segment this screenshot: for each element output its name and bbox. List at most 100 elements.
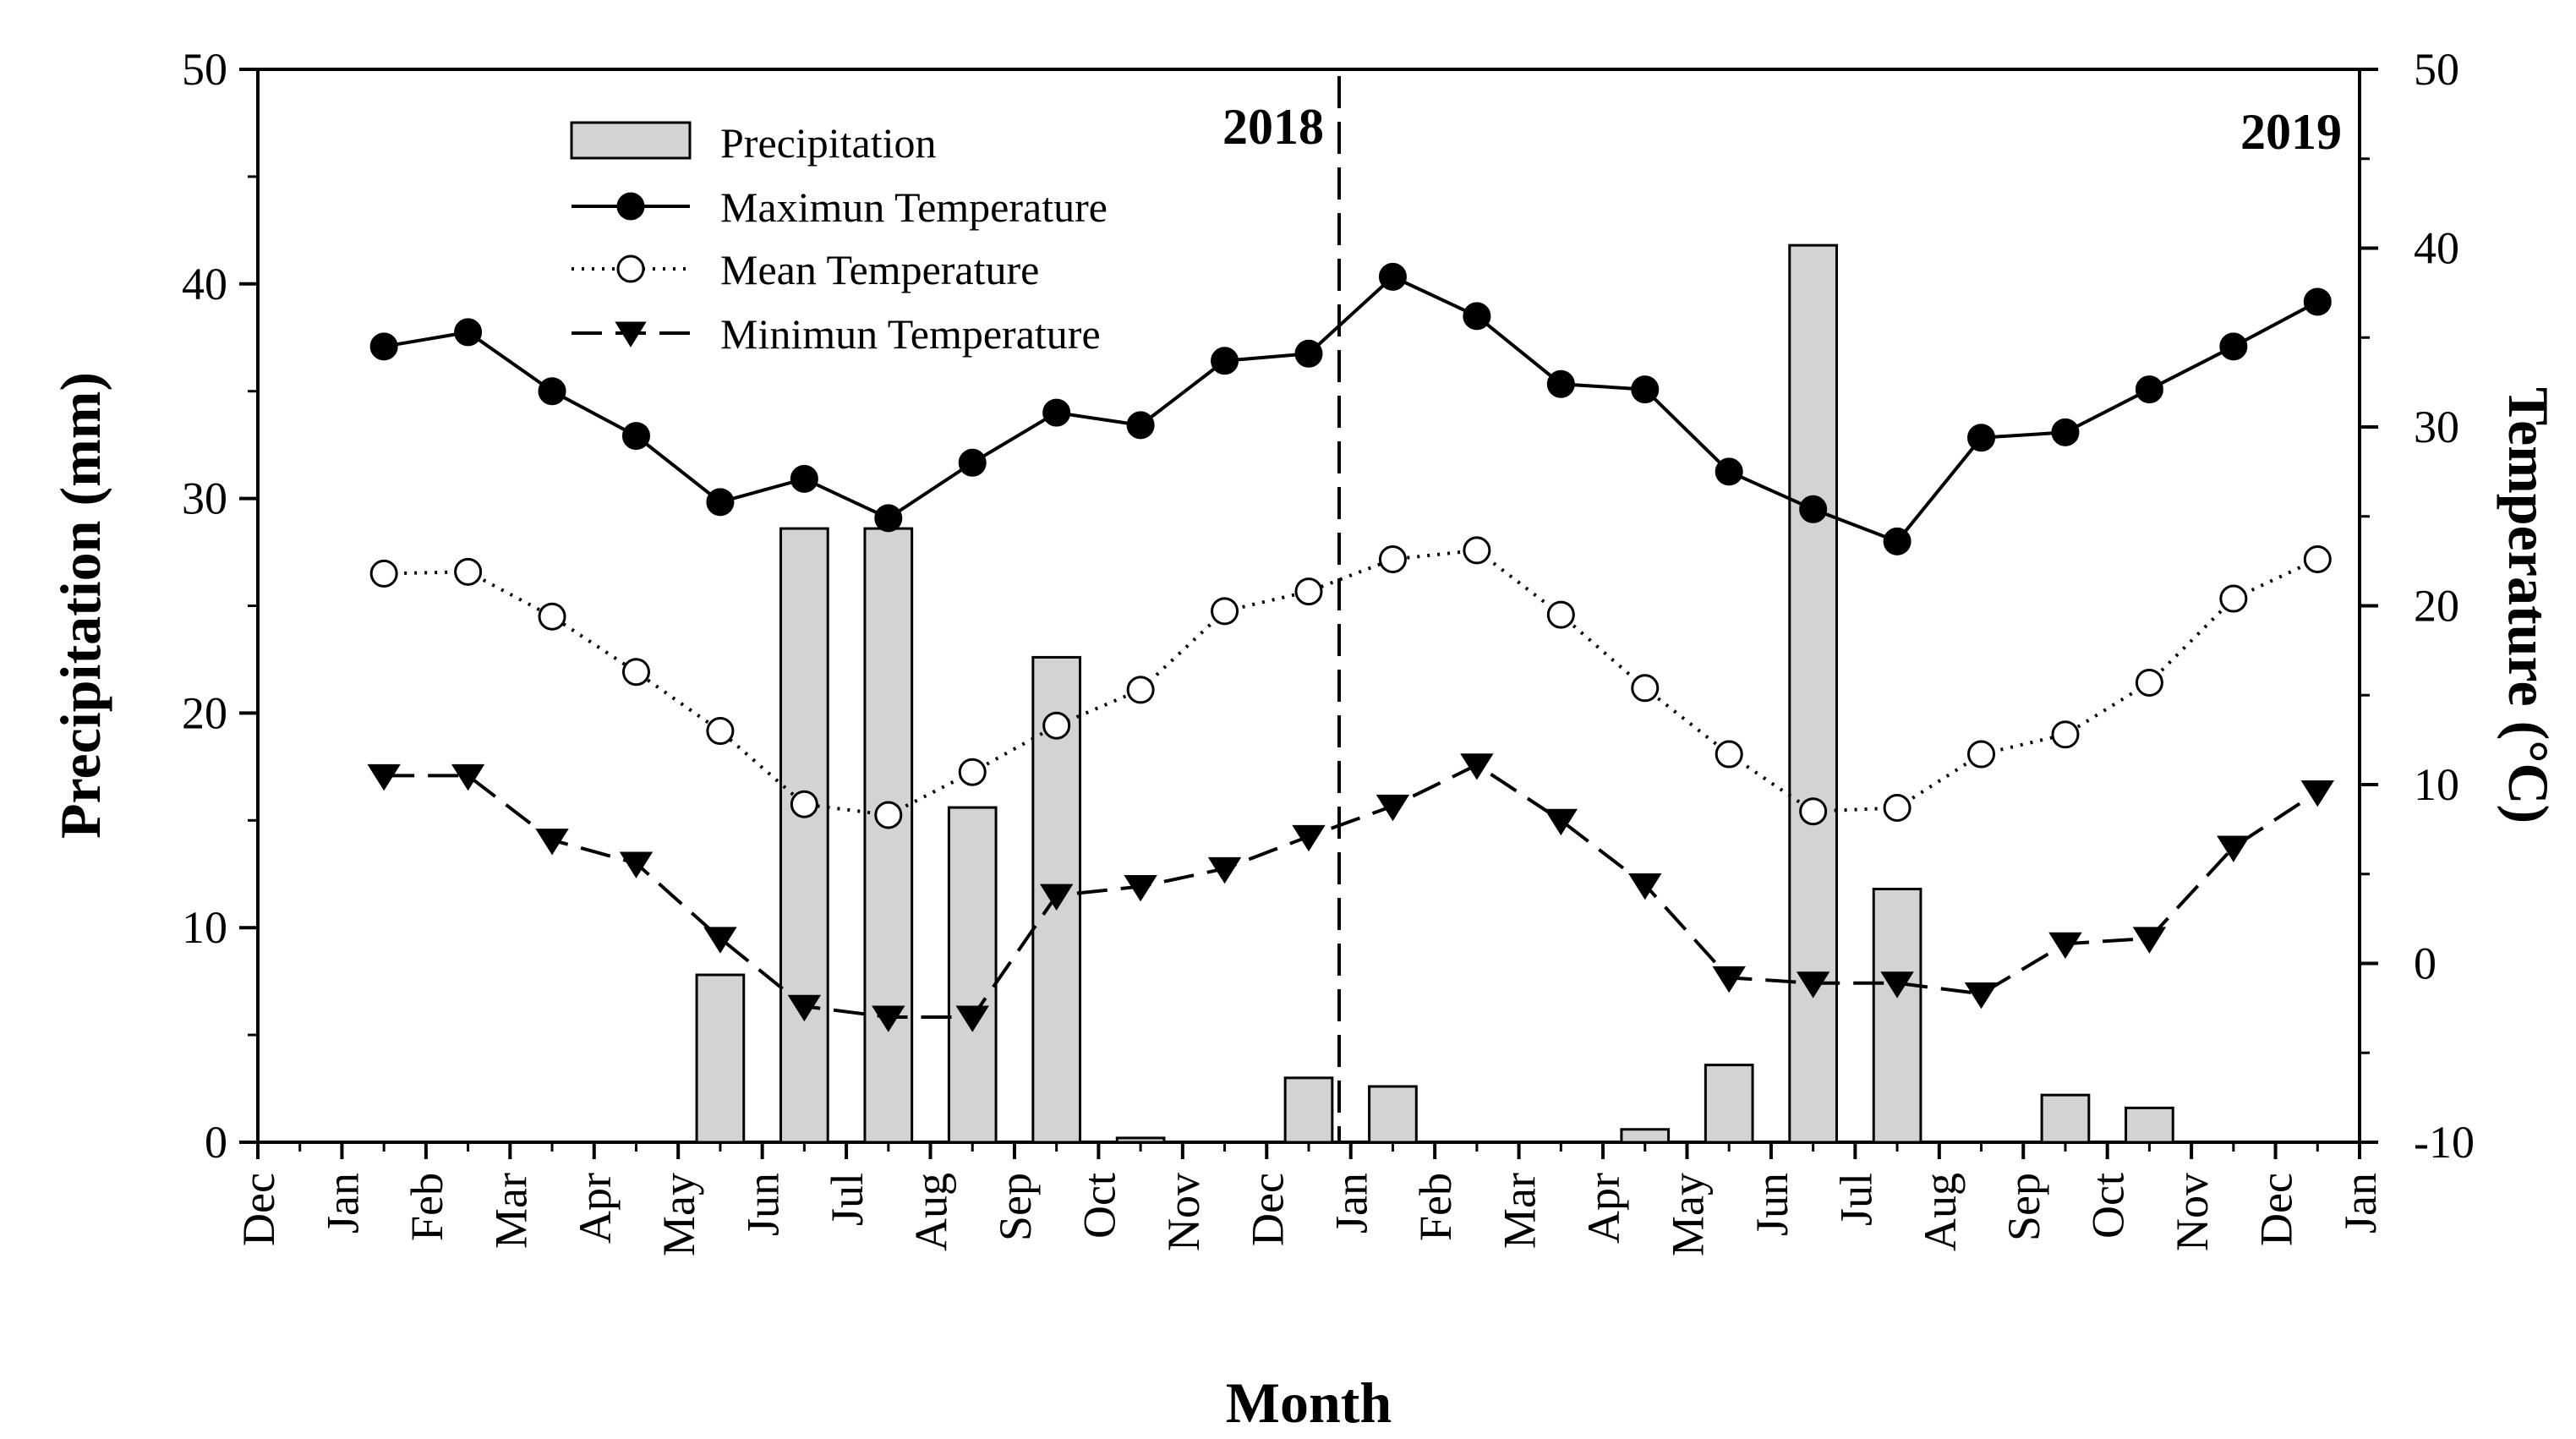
x-tick-label: Jul — [1830, 1173, 1881, 1226]
max-temp-line — [383, 274, 2319, 544]
max-temp-point — [454, 318, 483, 347]
max-temp-point — [1546, 369, 1575, 398]
precipitation-bar — [695, 973, 746, 1144]
max-temp-point — [621, 422, 650, 451]
x-tick-label: Dec — [2251, 1173, 2302, 1246]
precipitation-bar — [2125, 1106, 2174, 1144]
axes: Dec Jan Feb Mar Apr May Jun Jul Aug Sep Oct Nov Dec J… — [182, 44, 2475, 1256]
min-temp-point — [2048, 932, 2082, 960]
x-tick-label: May — [654, 1173, 704, 1256]
max-temp-point — [1967, 424, 1996, 452]
x-tick-label: Nov — [2167, 1173, 2218, 1251]
mean-temp-line — [384, 548, 2319, 818]
min-temp-point — [535, 829, 569, 856]
mean-temp-point — [1546, 600, 1575, 629]
precipitation-bar — [1788, 243, 1838, 1144]
max-temp-point — [1294, 339, 1323, 368]
temperature-markers — [367, 262, 2334, 1032]
x-tick-label: May — [1662, 1173, 1713, 1256]
min-temp-point — [703, 927, 737, 954]
mean-temp-point — [2303, 545, 2332, 574]
x-tick-label: Aug — [906, 1173, 957, 1251]
precipitation-bar — [1620, 1128, 1671, 1144]
mean-temp-point — [1883, 793, 1911, 822]
legend-mean-label: Mean Temperature — [720, 246, 1039, 293]
min-temp-point — [367, 763, 401, 791]
mean-temp-point — [790, 790, 818, 818]
y-right-tick-label: 20 — [2414, 581, 2459, 632]
mean-temp-point — [2219, 584, 2248, 613]
max-temp-point — [1378, 262, 1407, 291]
legend-min-marker — [615, 321, 647, 347]
y-right-tick-label: 10 — [2414, 759, 2459, 810]
x-tick-label: Mar — [485, 1173, 536, 1249]
min-temp-point — [787, 994, 822, 1022]
precipitation-bar — [947, 806, 998, 1144]
legend-mean-marker — [616, 254, 645, 283]
min-temp-point — [1544, 808, 1578, 836]
x-tick-label: Jan — [317, 1173, 368, 1234]
min-temp-point — [1460, 753, 1494, 780]
max-temp-point — [369, 332, 398, 361]
max-temp-point — [706, 488, 735, 517]
y-right-tick-label: 0 — [2414, 938, 2437, 989]
precipitation-bar — [863, 527, 914, 1144]
x-tick-label: Apr — [570, 1173, 621, 1244]
max-temp-point — [1715, 457, 1743, 486]
min-temp-point — [2300, 780, 2334, 807]
y-right-tick-label: -10 — [2414, 1117, 2475, 1168]
x-tick-label: Jul — [822, 1173, 872, 1226]
x-tick-label: Nov — [1158, 1173, 1209, 1251]
max-temp-point — [1463, 302, 1491, 331]
min-temp-point — [451, 763, 485, 791]
max-temp-point — [538, 377, 566, 406]
legend-precip-label: Precipitation — [720, 119, 937, 167]
y-right-tick-label: 40 — [2414, 223, 2459, 274]
max-temp-point — [1042, 398, 1071, 427]
min-temp-point — [2217, 835, 2251, 862]
max-temp-point — [2303, 287, 2332, 316]
plot-area — [256, 68, 2361, 1144]
min-temp-point — [1039, 884, 1074, 911]
max-temp-point — [2219, 332, 2248, 361]
min-temp-point — [1964, 982, 1999, 1009]
mean-temp-point — [1967, 740, 1996, 769]
y-left-tick-label: 50 — [182, 44, 227, 95]
min-temp-point — [1207, 856, 1242, 884]
min-temp-point — [1880, 971, 1914, 999]
max-temp-point — [1631, 375, 1660, 404]
max-temp-point — [1883, 527, 1911, 555]
y-left-tick-label: 30 — [182, 473, 227, 524]
min-temp-point — [1628, 873, 1662, 900]
mean-temp-point — [369, 559, 398, 588]
x-tick-label: Oct — [2083, 1173, 2134, 1239]
x-tick-label: Apr — [1578, 1173, 1629, 1244]
legend-min-label: Minimun Temperature — [720, 310, 1101, 358]
y-left-tick-label: 0 — [205, 1117, 227, 1168]
precipitation-bars — [695, 243, 2174, 1144]
mean-temp-point — [1211, 597, 1239, 626]
min-temp-point — [872, 1005, 905, 1032]
mean-temp-point — [1799, 797, 1828, 826]
x-tick-label: Sep — [1999, 1173, 2049, 1241]
x-tick-label: Jun — [738, 1173, 789, 1236]
x-tick-label: Feb — [1410, 1173, 1461, 1241]
x-tick-label: Dec — [1242, 1173, 1293, 1246]
precipitation-bar — [1368, 1085, 1418, 1144]
max-temp-point — [1126, 411, 1155, 440]
mean-temp-point — [1378, 545, 1407, 574]
min-temp-point — [1292, 824, 1326, 852]
mean-temp-point — [1631, 674, 1660, 703]
max-temp-point — [2051, 418, 2080, 446]
temperature-lines — [383, 274, 2319, 1019]
y-left-tick-label: 10 — [182, 902, 227, 953]
y-left-tick-label: 20 — [182, 687, 227, 738]
x-axis-title: Month — [1226, 1371, 1392, 1435]
x-tick-label: Jun — [1747, 1173, 1797, 1236]
y-axis-title-right: Temperature (°C) — [2497, 387, 2561, 823]
mean-temp-point — [538, 602, 566, 631]
mean-temp-point — [1042, 711, 1071, 740]
year-label-2019: 2019 — [2240, 104, 2342, 160]
mean-temp-point — [706, 717, 735, 746]
